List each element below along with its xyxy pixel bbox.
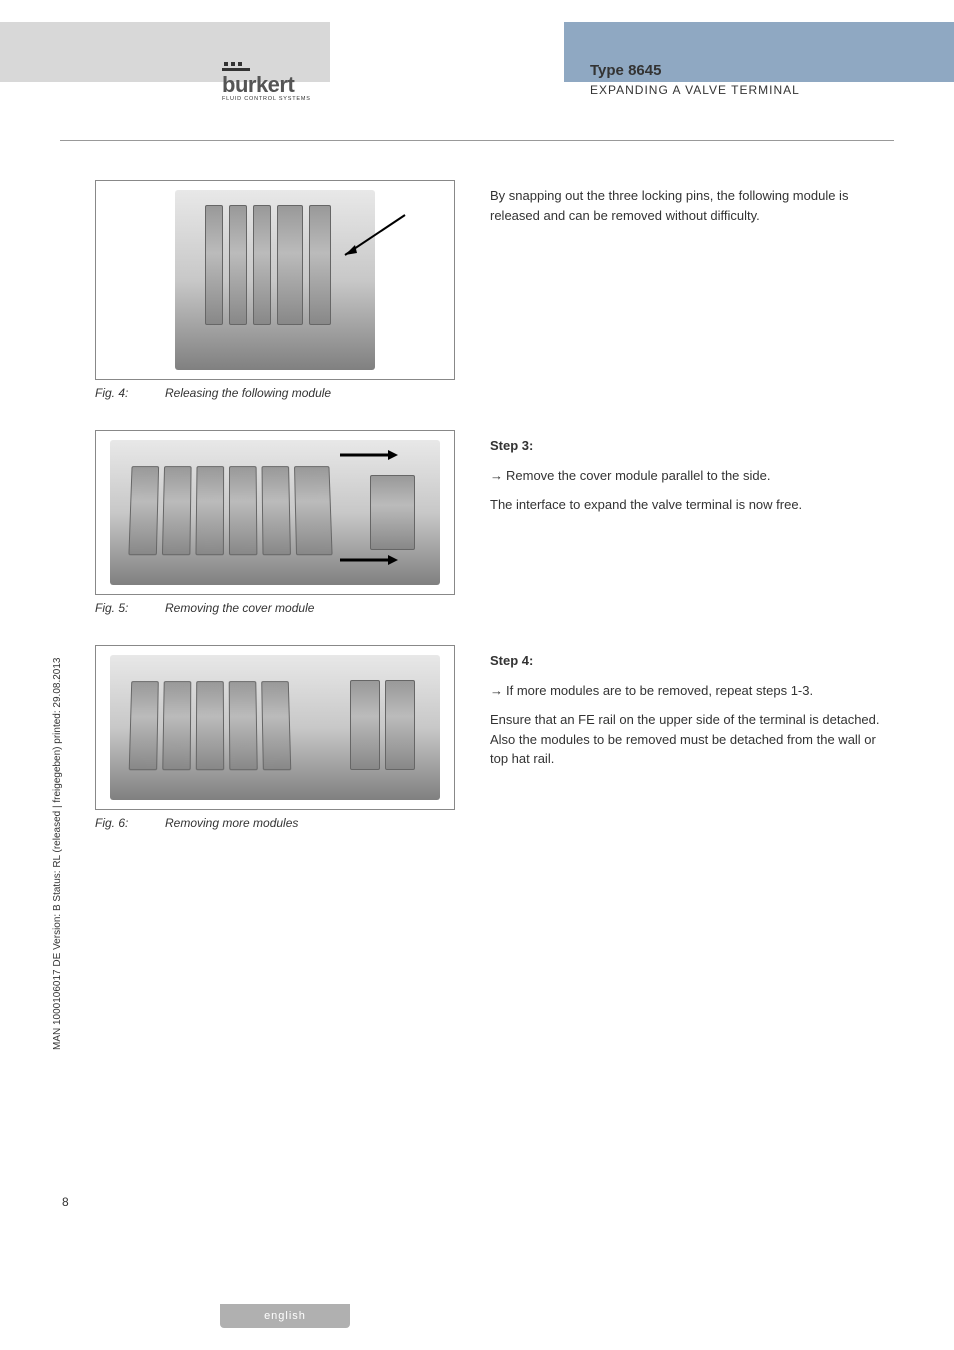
arrow-bullet-icon: → [490, 466, 506, 486]
figure6-block: Fig. 6: Removing more modules [95, 645, 455, 830]
step4-text-col: Step 4: →If more modules are to be remov… [490, 645, 894, 830]
content-area: Fig. 4: Releasing the following module B… [95, 180, 894, 860]
step3-bullet-text: Remove the cover module parallel to the … [506, 468, 770, 483]
step4-bullet: →If more modules are to be removed, repe… [490, 681, 894, 701]
fig6-label: Fig. 6: [95, 816, 145, 830]
fig6-caption-text: Removing more modules [165, 816, 298, 830]
step4-para: Ensure that an FE rail on the upper side… [490, 710, 894, 769]
row-fig6: Fig. 6: Removing more modules Step 4: →I… [95, 645, 894, 830]
type-label: Type 8645 [590, 62, 800, 79]
arrow-right-icon [340, 553, 400, 567]
figure5-caption: Fig. 5: Removing the cover module [95, 601, 455, 615]
logo: burkert FLUID CONTROL SYSTEMS [222, 62, 322, 102]
fig4-text-col: By snapping out the three locking pins, … [490, 180, 894, 400]
step3-heading: Step 3: [490, 436, 894, 456]
document-side-meta: MAN 1000106017 DE Version: B Status: RL … [52, 658, 63, 1050]
figure6-image [95, 645, 455, 810]
logo-text: burkert [222, 72, 322, 98]
figure5-block: Fig. 5: Removing the cover module [95, 430, 455, 615]
logo-subtitle: FLUID CONTROL SYSTEMS [222, 96, 322, 102]
row-fig5: Fig. 5: Removing the cover module Step 3… [95, 430, 894, 615]
figure6-caption: Fig. 6: Removing more modules [95, 816, 455, 830]
step4-heading: Step 4: [490, 651, 894, 671]
language-tab: english [220, 1304, 350, 1328]
figure4-image [95, 180, 455, 380]
step3-bullet: →Remove the cover module parallel to the… [490, 466, 894, 486]
figure4-block: Fig. 4: Releasing the following module [95, 180, 455, 400]
fig5-caption-text: Removing the cover module [165, 601, 314, 615]
figure5-image [95, 430, 455, 595]
header-rule [60, 140, 894, 141]
header: burkert FLUID CONTROL SYSTEMS Type 8645 … [0, 0, 954, 115]
fig5-label: Fig. 5: [95, 601, 145, 615]
step3-text-col: Step 3: →Remove the cover module paralle… [490, 430, 894, 615]
fig4-caption-text: Releasing the following module [165, 386, 331, 400]
pointer-arrow-icon [335, 210, 415, 270]
page-number: 8 [62, 1195, 69, 1209]
row-fig4: Fig. 4: Releasing the following module B… [95, 180, 894, 400]
step4-bullet-text: If more modules are to be removed, repea… [506, 683, 813, 698]
section-title: EXPANDING A VALVE TERMINAL [590, 83, 800, 97]
step3-para: The interface to expand the valve termin… [490, 495, 894, 515]
figure4-caption: Fig. 4: Releasing the following module [95, 386, 455, 400]
header-title-block: Type 8645 EXPANDING A VALVE TERMINAL [590, 62, 800, 97]
arrow-right-icon [340, 448, 400, 462]
intro-paragraph: By snapping out the three locking pins, … [490, 186, 894, 225]
fig4-label: Fig. 4: [95, 386, 145, 400]
arrow-bullet-icon: → [490, 681, 506, 701]
